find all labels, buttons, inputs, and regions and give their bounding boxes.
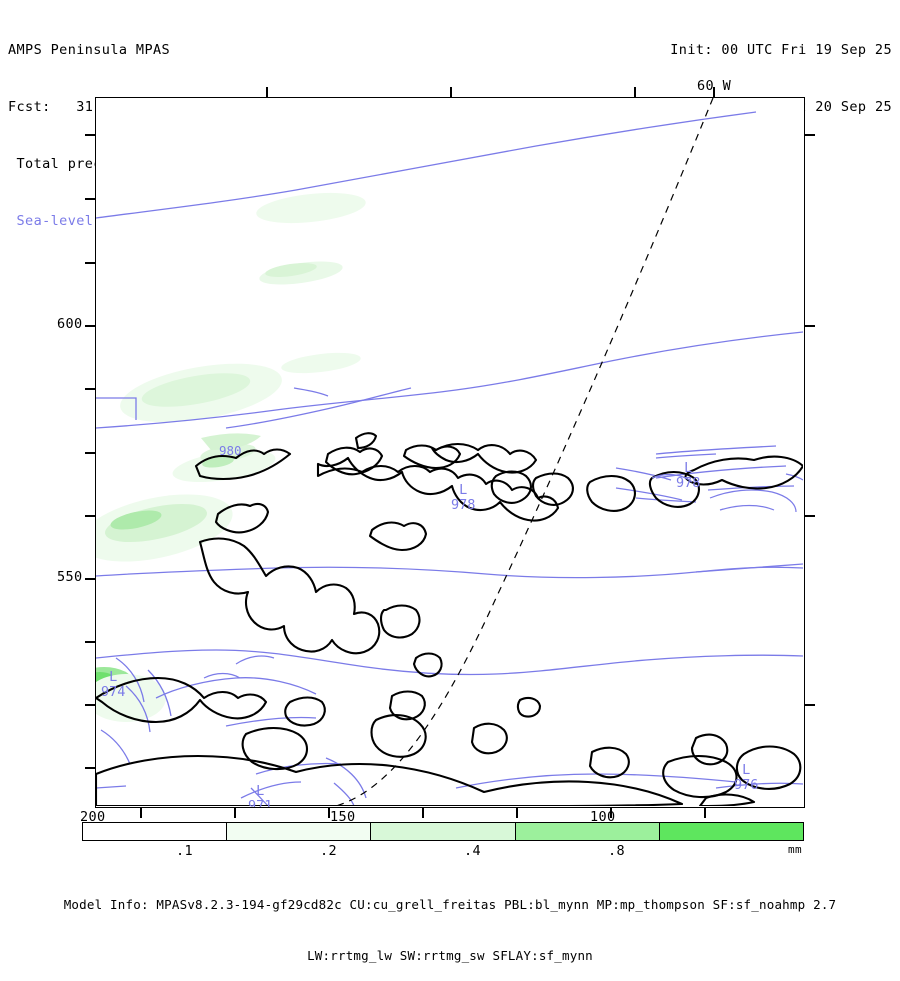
colorbar-top-label-200: 200 <box>80 809 106 825</box>
colorbar-tick-label-0p2: .2 <box>320 843 338 859</box>
x-axis-tick-bottom <box>704 808 706 818</box>
y-axis-tick <box>85 198 95 200</box>
x-axis-tick-bottom <box>328 808 330 818</box>
y-axis-tick <box>85 578 95 580</box>
low-marker: L 978 <box>451 483 475 513</box>
low-marker: L 974 <box>101 670 125 700</box>
model-info-footer: Model Info: MPASv8.2.3-194-gf29cd82c CU:… <box>0 862 900 981</box>
model-info-line-1: Model Info: MPASv8.2.3-194-gf29cd82c CU:… <box>63 897 837 912</box>
meridian-60w-line <box>335 98 714 806</box>
y-axis-tick <box>85 325 95 327</box>
low-marker-value: 980 <box>219 443 242 458</box>
init-time-label: Init: 00 UTC Fri 19 Sep 25 <box>670 42 892 58</box>
y-axis-tick <box>85 388 95 390</box>
low-marker-value: 971 <box>248 798 273 808</box>
colorbar-segment <box>83 823 228 840</box>
x-axis-tick-top <box>266 87 268 97</box>
page-title: AMPS Peninsula MPAS <box>8 42 171 58</box>
coastline-layer <box>96 432 803 806</box>
low-marker-value: 978 <box>451 497 476 513</box>
colorbar-tick-label-0p1: .1 <box>176 843 194 859</box>
low-marker-label: L <box>256 783 265 799</box>
low-marker: L 971 <box>248 784 272 808</box>
low-marker: 980 <box>219 443 242 458</box>
low-marker-label: L <box>109 669 118 685</box>
y-axis-tick-right <box>805 325 815 327</box>
x-axis-tick-top <box>450 87 452 97</box>
x-axis-tick-top <box>713 87 715 97</box>
weather-map-plot[interactable]: 980 L 978 L 978 L 974 L 971 L 976 <box>95 97 805 808</box>
y-axis-tick-right <box>805 704 815 706</box>
y-axis-tick <box>85 262 95 264</box>
colorbar-tick-label-0p8: .8 <box>608 843 626 859</box>
y-axis-tick <box>85 767 95 769</box>
header-right-block: Init: 00 UTC Fri 19 Sep 25 Valid: 07 UTC… <box>662 3 892 136</box>
model-info-line-2: LW:rrtmg_lw SW:rrtmg_sw SFLAY:sf_mynn <box>307 948 593 963</box>
low-marker-label: L <box>742 762 751 778</box>
colorbar-top-label-150: 150 <box>330 809 356 825</box>
x-axis-tick-bottom <box>422 808 424 818</box>
y-axis-label-600: 600 <box>57 316 83 332</box>
y-axis-label-550: 550 <box>57 569 83 585</box>
low-marker: L 978 <box>676 461 700 491</box>
colorbar-segment <box>227 823 372 840</box>
map-plot-wrapper: 600 550 60 W <box>57 78 815 818</box>
x-axis-tick-bottom <box>610 808 612 818</box>
y-axis-tick <box>85 515 95 517</box>
y-axis-tick-right <box>805 134 815 136</box>
x-axis-tick-bottom <box>234 808 236 818</box>
meridian-label-60w: 60 W <box>697 78 732 94</box>
y-axis-tick <box>85 452 95 454</box>
y-axis-tick-right <box>805 515 815 517</box>
island-inner-isobar-layer <box>203 473 797 679</box>
precipitation-colorbar[interactable] <box>82 822 804 841</box>
x-axis-tick-bottom <box>140 808 142 818</box>
y-axis-tick <box>85 134 95 136</box>
colorbar-tick-label-0p4: .4 <box>464 843 482 859</box>
x-axis-tick-top <box>634 87 636 97</box>
colorbar-segment <box>371 823 516 840</box>
low-marker-label: L <box>459 482 468 498</box>
colorbar-top-label-100: 100 <box>590 809 616 825</box>
low-marker-value: 974 <box>101 684 126 700</box>
colorbar-units-label: mm <box>788 843 803 856</box>
y-axis-tick <box>85 641 95 643</box>
low-marker: L 976 <box>734 763 758 793</box>
low-marker-value: 976 <box>734 777 759 793</box>
low-marker-label: L <box>684 460 693 476</box>
x-axis-tick-bottom <box>516 808 518 818</box>
map-svg <box>96 98 803 806</box>
low-marker-value: 978 <box>676 475 701 491</box>
colorbar-segment <box>659 823 804 840</box>
colorbar-segment <box>515 823 660 840</box>
precipitation-shading-layer <box>96 192 366 722</box>
y-axis-tick <box>85 704 95 706</box>
